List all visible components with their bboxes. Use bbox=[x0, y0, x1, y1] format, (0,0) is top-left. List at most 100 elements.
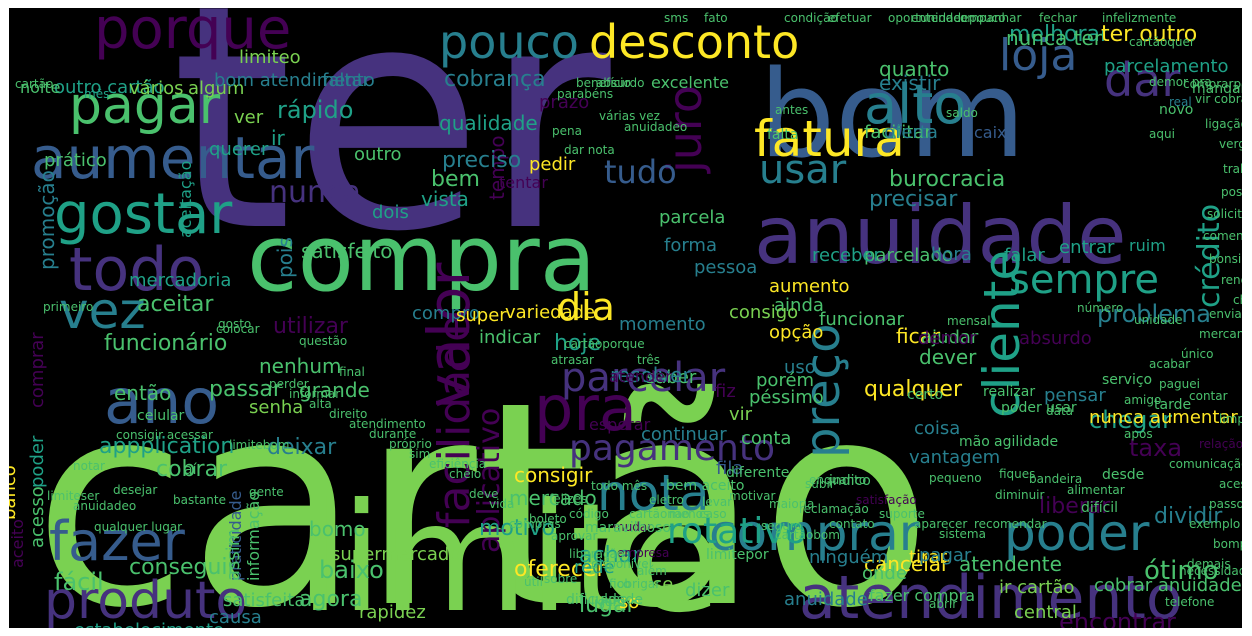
cloud-word: gente bbox=[249, 485, 284, 499]
cloud-word: tarde bbox=[1154, 397, 1191, 413]
cloud-word: anuidadeo bbox=[624, 120, 687, 134]
cloud-word: felizes bbox=[549, 492, 587, 506]
cloud-word: demor bbox=[918, 328, 977, 349]
cloud-word: limite bbox=[299, 472, 721, 628]
cloud-word: útil bbox=[524, 575, 543, 589]
cloud-word: coisa bbox=[914, 418, 960, 439]
cloud-word: subir bbox=[805, 477, 835, 491]
cloud-word: taxa bbox=[1129, 434, 1182, 462]
cloud-word: reclamação bbox=[799, 502, 869, 516]
cloud-word: pagar bbox=[919, 545, 972, 566]
cloud-word: cartão bbox=[33, 341, 933, 628]
cloud-word: hoje bbox=[554, 331, 601, 356]
cloud-word: encontrar bbox=[1059, 608, 1176, 628]
cloud-word: oferecer bbox=[514, 557, 606, 582]
cloud-word: cartãonão bbox=[629, 507, 690, 521]
cloud-word: causa bbox=[209, 607, 262, 628]
cloud-word: dois bbox=[372, 202, 409, 223]
cloud-word: indicar bbox=[479, 327, 541, 348]
cloud-word: poder usar bbox=[1001, 400, 1077, 416]
cloud-word: pessoa bbox=[694, 257, 757, 278]
cloud-word: sms bbox=[664, 11, 688, 25]
cloud-word: mercadoria bbox=[129, 270, 231, 291]
cloud-word: tempo bbox=[485, 135, 509, 200]
cloud-word: existir bbox=[879, 71, 941, 95]
cloud-word: fazer compra bbox=[869, 586, 975, 605]
cloud-word: colocar bbox=[216, 322, 260, 336]
cloud-word: poder bbox=[27, 435, 48, 488]
cloud-word: aceitação bbox=[176, 161, 195, 238]
cloud-word: mês bbox=[84, 87, 109, 101]
cloud-word: paguei bbox=[1159, 377, 1200, 391]
cloud-word: acabar bbox=[1149, 357, 1190, 371]
cloud-word: passo bbox=[1209, 497, 1242, 511]
cloud-word: então bbox=[114, 381, 171, 405]
cloud-word: juro bbox=[658, 85, 712, 174]
cloud-word: durante bbox=[369, 427, 416, 441]
cloud-word: facilitar bbox=[864, 122, 932, 143]
cloud-word: ter outro bbox=[1101, 22, 1197, 47]
cloud-word: vir cobrar bbox=[1195, 92, 1242, 106]
cloud-word: satisfação bbox=[856, 493, 917, 507]
cloud-word: cliente bbox=[973, 250, 1031, 418]
cloud-word: fácil bbox=[54, 568, 104, 596]
cloud-word: aparecer bbox=[914, 517, 967, 531]
cloud-word: querer bbox=[209, 139, 269, 160]
cloud-word: final bbox=[339, 365, 365, 379]
cloud-word: atender bbox=[609, 367, 672, 386]
cloud-word: entender bbox=[911, 11, 966, 25]
cloud-word: pouco bbox=[969, 11, 1006, 25]
cloud-word: cobrança bbox=[444, 67, 546, 92]
cloud-word: bastante bbox=[173, 493, 226, 507]
cloud-word: caso bbox=[699, 507, 727, 521]
cloud-word: rede bbox=[574, 557, 615, 578]
cloud-word: promoção bbox=[35, 170, 59, 270]
cloud-word: compra bbox=[247, 205, 596, 312]
cloud-word: deixar bbox=[267, 435, 337, 460]
cloud-word: próprio bbox=[389, 437, 432, 451]
cloud-word: limpeza bbox=[1219, 412, 1242, 426]
cloud-word: notar bbox=[73, 459, 105, 473]
cloud-word: fato bbox=[704, 11, 728, 25]
cloud-word: fechar bbox=[1039, 11, 1077, 25]
cloud-word: alta bbox=[309, 397, 332, 411]
cloud-word: supermercado bbox=[331, 544, 460, 565]
cloud-word: limiteo bbox=[239, 47, 301, 68]
cloud-word: diminuir bbox=[995, 488, 1045, 502]
cloud-word: funcionar bbox=[819, 309, 905, 330]
cloud-word: possível bbox=[1221, 185, 1242, 199]
cloud-word: telefone bbox=[1165, 595, 1214, 609]
cloud-word: hora bbox=[931, 244, 972, 265]
cloud-word: disponível bbox=[591, 557, 652, 571]
cloud-word: tudo bbox=[604, 153, 677, 191]
cloud-word: vista bbox=[421, 187, 469, 211]
cloud-word: tentar bbox=[499, 173, 548, 192]
cloud-word: diferente bbox=[726, 465, 789, 481]
cloud-word: pequeno bbox=[929, 471, 982, 485]
cloud-word: ir bbox=[271, 126, 286, 150]
cloud-word: bem aceito bbox=[666, 478, 744, 494]
cloud-word: dar bbox=[1104, 53, 1180, 107]
cloud-word: necessidade bbox=[1179, 564, 1242, 578]
cloud-word: cartão bbox=[15, 77, 53, 91]
cloud-word: praticidade bbox=[226, 491, 245, 581]
cloud-word: estabelecimento bbox=[74, 620, 224, 628]
cloud-word: ter bbox=[171, 8, 614, 300]
cloud-word: qualquer bbox=[864, 377, 963, 402]
cloud-word: aprovar bbox=[551, 529, 597, 543]
cloud-word: forma bbox=[664, 235, 717, 256]
cloud-word: quase bbox=[619, 574, 673, 595]
cloud-word: opção bbox=[769, 322, 823, 343]
cloud-word: sempre bbox=[1009, 257, 1159, 303]
cloud-word: condição bbox=[784, 11, 838, 25]
cloud-word: atendimento bbox=[799, 563, 1183, 628]
cloud-word: infelizmente bbox=[1102, 11, 1176, 25]
cloud-word: limitepor bbox=[706, 547, 769, 563]
cloud-word: super bbox=[456, 305, 507, 326]
cloud-word: pagar bbox=[69, 76, 221, 136]
cloud-word: acesso bbox=[27, 486, 48, 548]
word-cloud-frame: cartão ter limite bom compra anuidade atendime… bbox=[9, 8, 1242, 628]
cloud-word: comunicação bbox=[1169, 457, 1242, 471]
cloud-word: cancelar bbox=[864, 552, 950, 576]
cloud-word: único bbox=[1181, 347, 1213, 361]
